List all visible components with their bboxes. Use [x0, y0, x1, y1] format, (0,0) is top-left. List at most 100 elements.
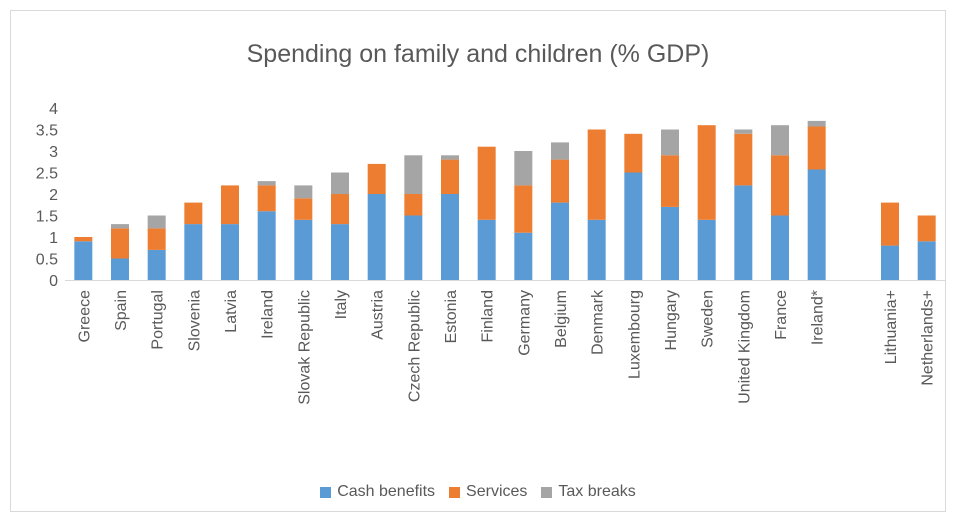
x-tick-label: Netherlands+ — [920, 290, 937, 386]
x-tick-label: Slovenia — [186, 290, 203, 351]
bar-cash-benefits — [881, 245, 899, 280]
bar-cash-benefits — [441, 194, 459, 280]
bar-services — [514, 185, 533, 233]
bar-services — [441, 159, 459, 194]
x-tick-label: Latvia — [223, 290, 240, 333]
x-tick-label: Germany — [516, 290, 533, 356]
x-tick-label: Spain — [113, 290, 130, 331]
bar-cash-benefits — [587, 219, 606, 280]
x-tick-label: Belgium — [553, 290, 570, 348]
bar-tax-breaks — [294, 185, 313, 199]
bar-tax-breaks — [771, 125, 789, 156]
x-tick-label: Finland — [480, 290, 497, 342]
bar-cash-benefits — [917, 241, 936, 280]
bar-cash-benefits — [661, 206, 679, 280]
bar-services — [257, 185, 276, 212]
bar-cash-benefits — [331, 224, 349, 280]
bar-cash-benefits — [551, 202, 569, 280]
y-tick-label: 0 — [49, 273, 58, 290]
bar-tax-breaks — [734, 129, 753, 134]
bar-tax-breaks — [257, 181, 276, 186]
bar-tax-breaks — [551, 142, 569, 160]
bar-services — [697, 125, 716, 220]
x-tick-label: Austria — [370, 290, 387, 340]
bar-tax-breaks — [514, 151, 533, 186]
bar-cash-benefits — [734, 185, 753, 280]
legend-label-tax-breaks: Tax breaks — [558, 483, 636, 500]
bar-services — [807, 126, 826, 170]
y-tick-label: 4 — [49, 101, 58, 118]
bar-services — [587, 129, 606, 220]
bar-services — [367, 163, 386, 194]
bar-services — [477, 146, 496, 220]
y-tick-label: 3.5 — [36, 123, 58, 140]
bar-services — [734, 133, 753, 186]
bar-cash-benefits — [111, 258, 129, 280]
chart-area — [10, 10, 946, 512]
x-tick-label: France — [773, 290, 790, 340]
x-tick-label: Slovak Republic — [296, 290, 313, 405]
legend-item-services: Services — [449, 483, 527, 501]
bar-services — [404, 194, 423, 216]
bar-services — [294, 198, 313, 220]
bar-cash-benefits — [74, 241, 93, 280]
x-tick-label: Italy — [333, 290, 350, 319]
x-tick-label: Lithuania+ — [883, 290, 900, 364]
bar-cash-benefits — [477, 219, 496, 280]
bar-cash-benefits — [624, 172, 643, 280]
bar-tax-breaks — [147, 215, 166, 229]
bar-cash-benefits — [514, 232, 533, 280]
bar-cash-benefits — [184, 224, 203, 280]
x-tick-label: Ireland* — [810, 290, 827, 345]
bar-tax-breaks — [441, 155, 459, 160]
y-tick-label: 1.5 — [36, 209, 58, 226]
legend-swatch-tax-breaks — [541, 486, 553, 498]
y-tick-label: 2.5 — [36, 166, 58, 183]
legend-item-cash-benefits: Cash benefits — [320, 483, 435, 501]
bar-tax-breaks — [807, 120, 826, 127]
bar-services — [881, 202, 899, 246]
bar-services — [221, 185, 239, 225]
legend-item-tax-breaks: Tax breaks — [541, 483, 636, 501]
bar-services — [917, 215, 936, 242]
x-tick-label: Sweden — [700, 290, 717, 348]
bar-services — [624, 133, 643, 173]
x-tick-label: Greece — [76, 290, 93, 343]
bar-cash-benefits — [147, 249, 166, 280]
legend-label-cash-benefits: Cash benefits — [337, 483, 436, 500]
x-tick-label: Hungary — [663, 290, 680, 350]
x-tick-label: Ireland — [260, 290, 277, 339]
x-tick-label: Luxembourg — [626, 290, 643, 379]
bar-tax-breaks — [661, 129, 679, 156]
bar-cash-benefits — [367, 194, 386, 280]
bar-cash-benefits — [404, 215, 423, 280]
x-tick-label: Denmark — [590, 289, 607, 355]
legend: Cash benefits Services Tax breaks — [0, 483, 956, 501]
bar-services — [147, 228, 166, 250]
bar-services — [331, 194, 349, 225]
chart-title: Spending on family and children (% GDP) — [246, 40, 710, 68]
legend-swatch-services — [449, 486, 461, 498]
bar-tax-breaks — [404, 155, 423, 194]
legend-swatch-cash-benefits — [320, 486, 332, 498]
bar-cash-benefits — [257, 211, 276, 280]
legend-label-services: Services — [466, 483, 528, 500]
bar-cash-benefits — [294, 219, 313, 280]
bar-tax-breaks — [331, 172, 349, 194]
bar-services — [661, 155, 679, 207]
x-tick-label: Czech Republic — [406, 290, 423, 402]
x-tick-label: Estonia — [443, 290, 460, 343]
y-tick-label: 0.5 — [36, 252, 58, 269]
bar-cash-benefits — [221, 224, 239, 280]
bar-tax-breaks — [111, 224, 129, 229]
bar-services — [184, 202, 203, 225]
bar-services — [551, 159, 569, 203]
bar-cash-benefits — [771, 215, 789, 280]
bar-services — [74, 237, 93, 242]
x-tick-label: Portugal — [150, 290, 167, 350]
x-tick-label: United Kingdom — [736, 290, 753, 404]
y-tick-label: 3 — [49, 144, 58, 161]
bar-services — [771, 155, 789, 216]
bar-cash-benefits — [697, 219, 716, 280]
